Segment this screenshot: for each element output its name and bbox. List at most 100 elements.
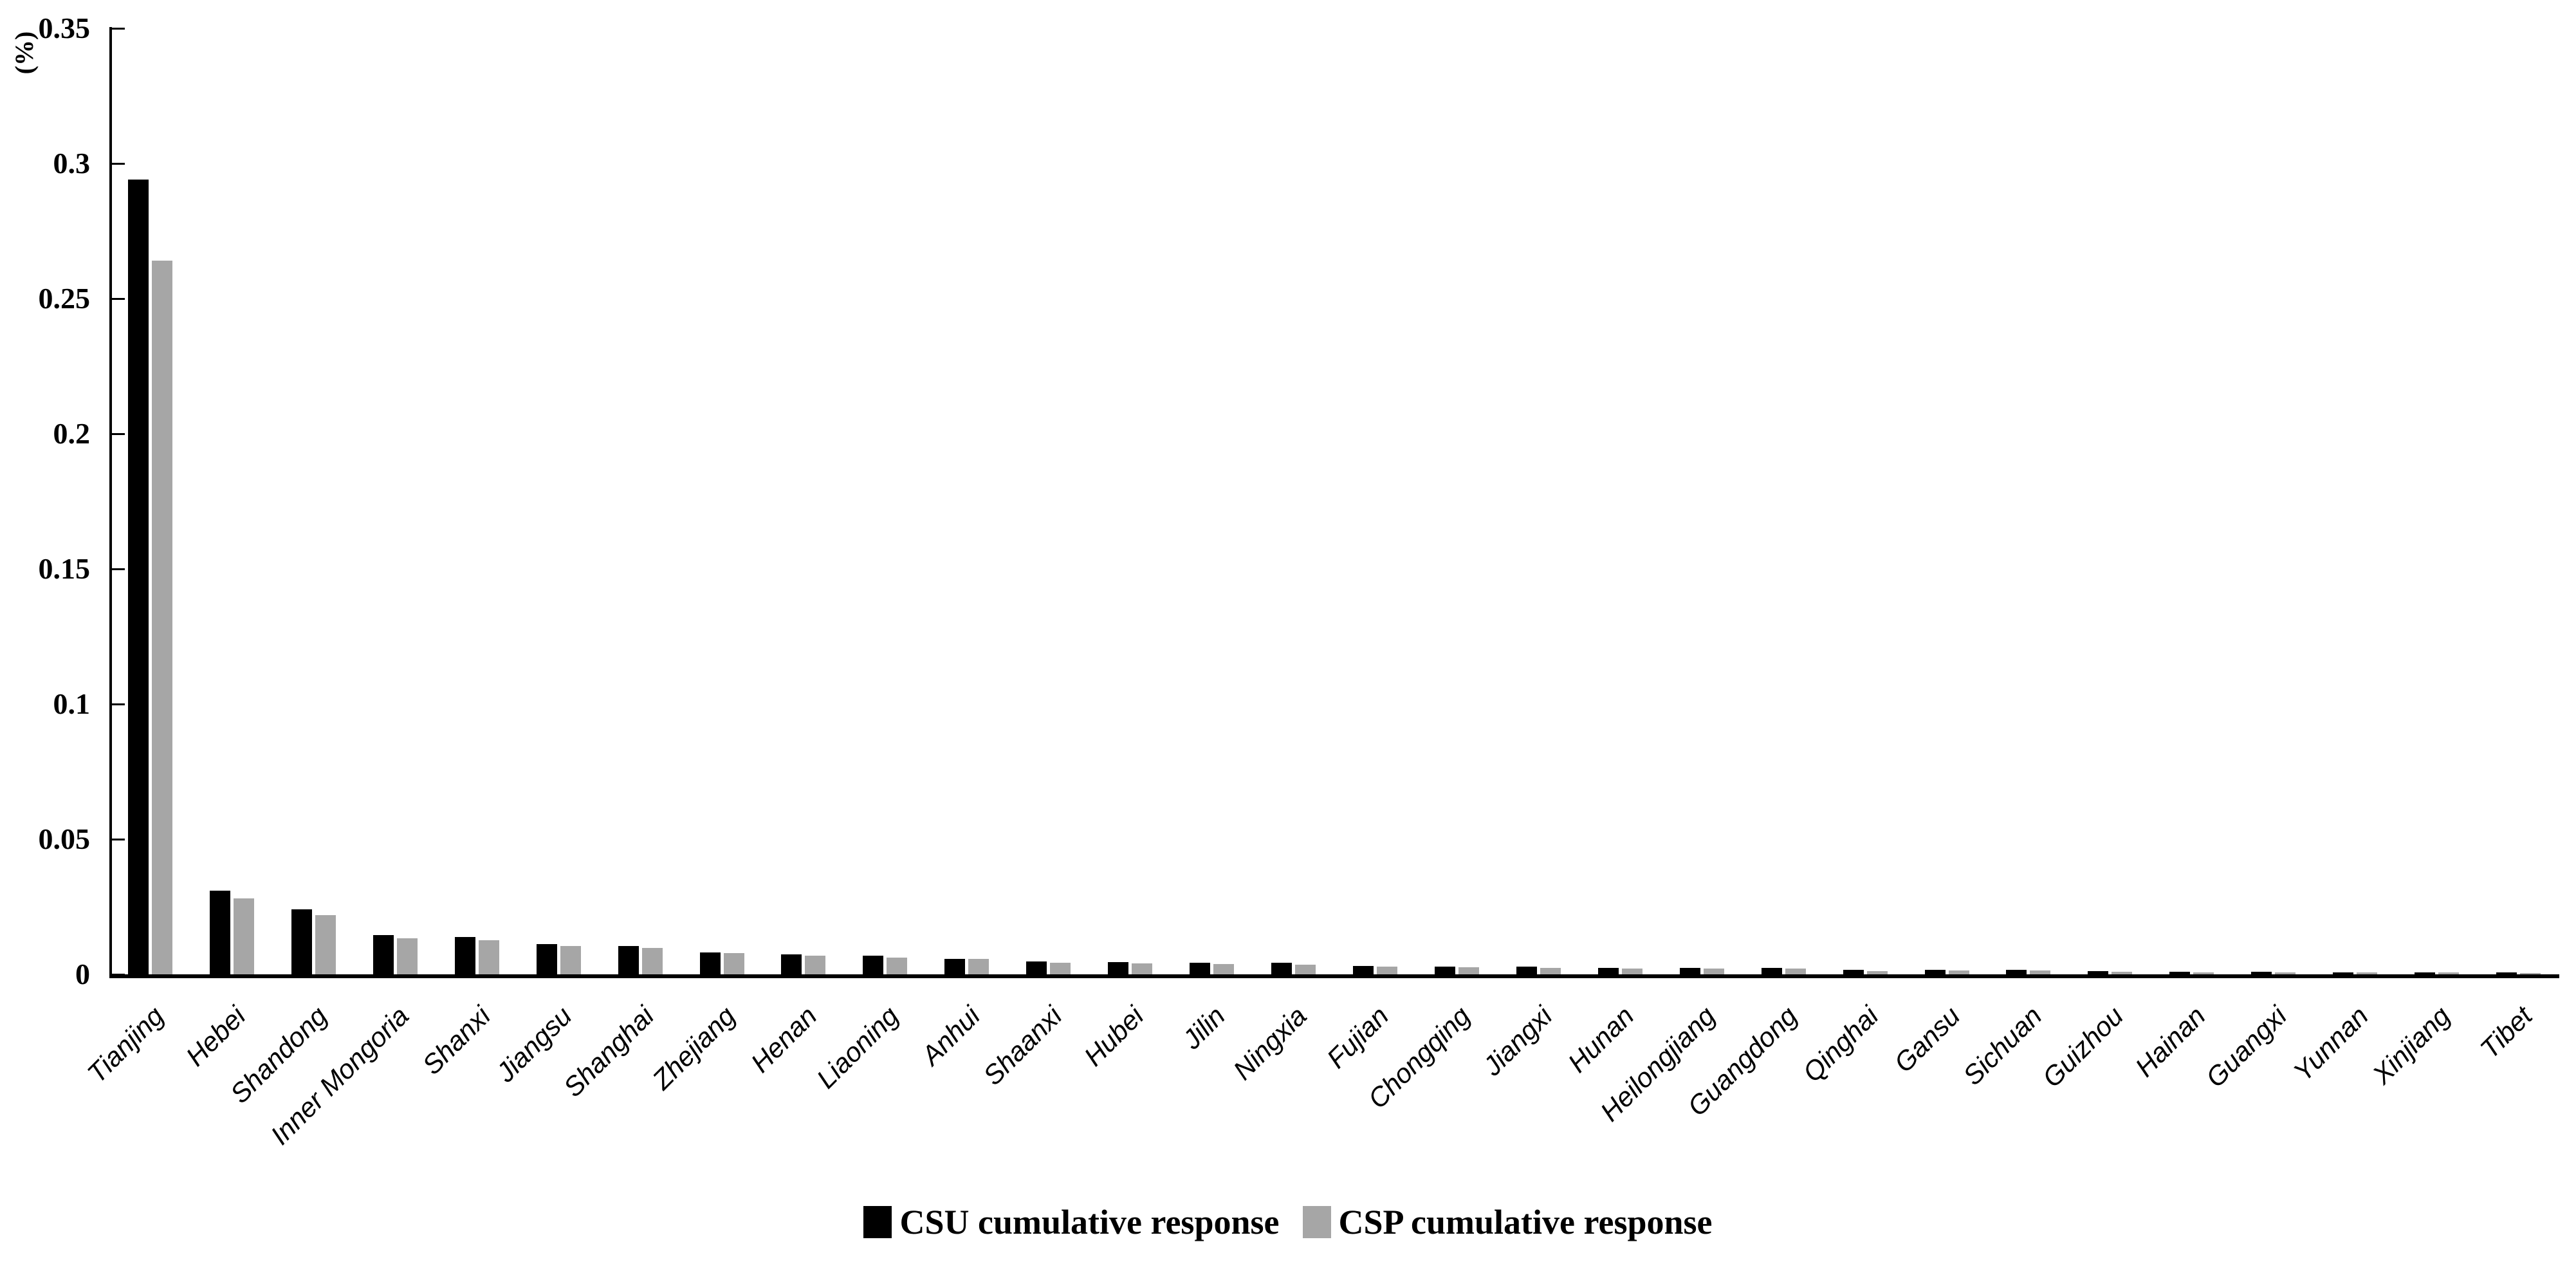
x-axis-label-sichuan: Sichuan	[1957, 1000, 2048, 1091]
x-axis-label-hunan: Hunan	[1561, 1000, 1640, 1079]
bar-csp-fujian	[1376, 967, 1397, 974]
x-axis-label-henan: Henan	[745, 1000, 823, 1079]
bar-csp-jilin	[1213, 964, 1235, 974]
bar-csu-shaanxi	[1026, 961, 1047, 974]
x-axis-label-fujian: Fujian	[1321, 1000, 1395, 1074]
bar-csp-sichuan	[2030, 970, 2051, 974]
bar-csu-henan	[781, 954, 802, 974]
bar-csu-jilin	[1190, 962, 1211, 974]
bar-csu-guangdong	[1761, 968, 1782, 974]
bar-csu-sichuan	[2006, 970, 2027, 974]
bar-csu-xinjiang	[2415, 972, 2436, 974]
bar-csu-fujian	[1352, 965, 1374, 974]
y-tick-label: 0.35	[38, 12, 91, 44]
bar-csp-jiangsu	[560, 945, 581, 974]
y-tick-mark	[112, 973, 125, 976]
x-axis-label-shaanxi: Shaanxi	[977, 1000, 1068, 1091]
x-axis-label-xinjiang: Xinjiang	[2366, 1000, 2456, 1090]
bar-csp-gansu	[1948, 970, 1969, 974]
x-axis-label-yunnan: Yunnan	[2287, 1000, 2375, 1088]
x-axis-label-guizhou: Guizhou	[2036, 1000, 2130, 1093]
bar-csu-guizhou	[2088, 971, 2109, 974]
bar-csu-ningxia	[1271, 963, 1293, 974]
bar-csu-heilongjiang	[1679, 968, 1700, 974]
y-tick-mark	[112, 703, 125, 705]
y-tick-label: 0.15	[38, 552, 91, 585]
y-tick-mark	[112, 297, 125, 300]
bar-csp-shandong	[315, 914, 336, 974]
bar-csu-yunnan	[2333, 972, 2354, 974]
bar-csp-hunan	[1621, 968, 1642, 974]
bar-csu-inner-mongoria	[373, 935, 394, 974]
bar-csp-heilongjiang	[1703, 969, 1724, 974]
y-tick-label: 0.25	[38, 282, 91, 315]
bar-csp-zhejiang	[723, 952, 744, 974]
legend-item-csu: CSU cumulative response	[863, 1202, 1280, 1242]
bar-csu-shandong	[291, 909, 312, 974]
bar-csu-jiangsu	[536, 943, 557, 974]
y-tick-label: 0.05	[38, 822, 91, 855]
y-tick-mark	[112, 432, 125, 435]
y-tick-mark	[112, 838, 125, 840]
x-axis-line	[109, 974, 2559, 978]
x-axis-label-shanxi: Shanxi	[416, 1000, 497, 1081]
y-axis-line	[109, 27, 112, 978]
legend-swatch-csu	[863, 1206, 892, 1238]
bar-csp-guangxi	[2275, 972, 2296, 974]
y-tick-label: 0.2	[53, 417, 91, 450]
x-axis-label-anhui: Anhui	[915, 1000, 986, 1071]
y-tick-label: 0.1	[53, 687, 91, 720]
bar-csp-chongqing	[1458, 967, 1479, 974]
bar-csu-shanghai	[618, 945, 639, 974]
x-axis-label-zhejiang: Zhejiang	[646, 1000, 741, 1095]
bar-csp-shanghai	[641, 948, 663, 974]
bar-csp-tibet	[2520, 972, 2541, 974]
bar-csp-jiangxi	[1540, 967, 1561, 974]
x-axis-label-hubei: Hubei	[1078, 1000, 1150, 1072]
y-tick-label: 0	[75, 958, 90, 990]
x-axis-label-gansu: Gansu	[1888, 1000, 1966, 1079]
bar-csp-anhui	[968, 959, 989, 974]
y-tick-mark	[112, 162, 125, 165]
bar-csp-hubei	[1132, 963, 1153, 974]
bar-csp-henan	[805, 956, 826, 974]
bar-csu-zhejiang	[699, 952, 721, 974]
bar-csu-anhui	[944, 958, 966, 974]
bar-csu-hunan	[1597, 967, 1619, 974]
bar-csu-jiangxi	[1516, 967, 1537, 974]
bar-csu-tianjing	[127, 180, 149, 974]
y-tick-mark	[112, 568, 125, 570]
bar-csu-liaoning	[863, 956, 884, 974]
bar-csp-ningxia	[1295, 964, 1316, 974]
bar-csu-chongqing	[1434, 966, 1455, 974]
bar-csp-yunnan	[2357, 972, 2378, 974]
bar-csu-hubei	[1108, 961, 1129, 974]
bar-csu-gansu	[1924, 970, 1946, 974]
bar-csp-tianjing	[151, 261, 172, 974]
x-axis-label-hebei: Hebei	[179, 1000, 252, 1072]
bar-csp-xinjiang	[2438, 972, 2460, 974]
x-axis-label-ningxia: Ningxia	[1228, 1000, 1313, 1086]
y-tick-label: 0.3	[53, 147, 91, 180]
legend-label: CSP cumulative response	[1338, 1203, 1713, 1241]
legend-item-csp: CSP cumulative response	[1302, 1202, 1713, 1242]
bar-csp-qinghai	[1866, 970, 1888, 974]
bar-csu-qinghai	[1843, 969, 1864, 974]
legend: CSU cumulative response CSP cumulative re…	[0, 1202, 2576, 1242]
x-axis-label-qinghai: Qinghai	[1797, 1000, 1884, 1088]
bar-csp-liaoning	[887, 957, 908, 974]
x-axis-label-hainan: Hainan	[2129, 1000, 2211, 1082]
bar-csp-hebei	[233, 898, 254, 974]
legend-swatch-csp	[1302, 1206, 1331, 1238]
x-axis-label-jiangxi: Jiangxi	[1477, 1000, 1558, 1082]
bar-csu-hainan	[2169, 971, 2191, 974]
bar-csp-shanxi	[478, 940, 499, 974]
legend-label: CSU cumulative response	[899, 1203, 1280, 1241]
x-axis-label-shanghai: Shanghai	[557, 1000, 659, 1103]
bar-csp-shaanxi	[1050, 963, 1071, 974]
bar-csu-shanxi	[454, 937, 475, 974]
x-axis-label-guangxi: Guangxi	[2200, 1000, 2293, 1093]
bar-csu-tibet	[2496, 972, 2517, 974]
bar-csp-hainan	[2193, 972, 2214, 974]
